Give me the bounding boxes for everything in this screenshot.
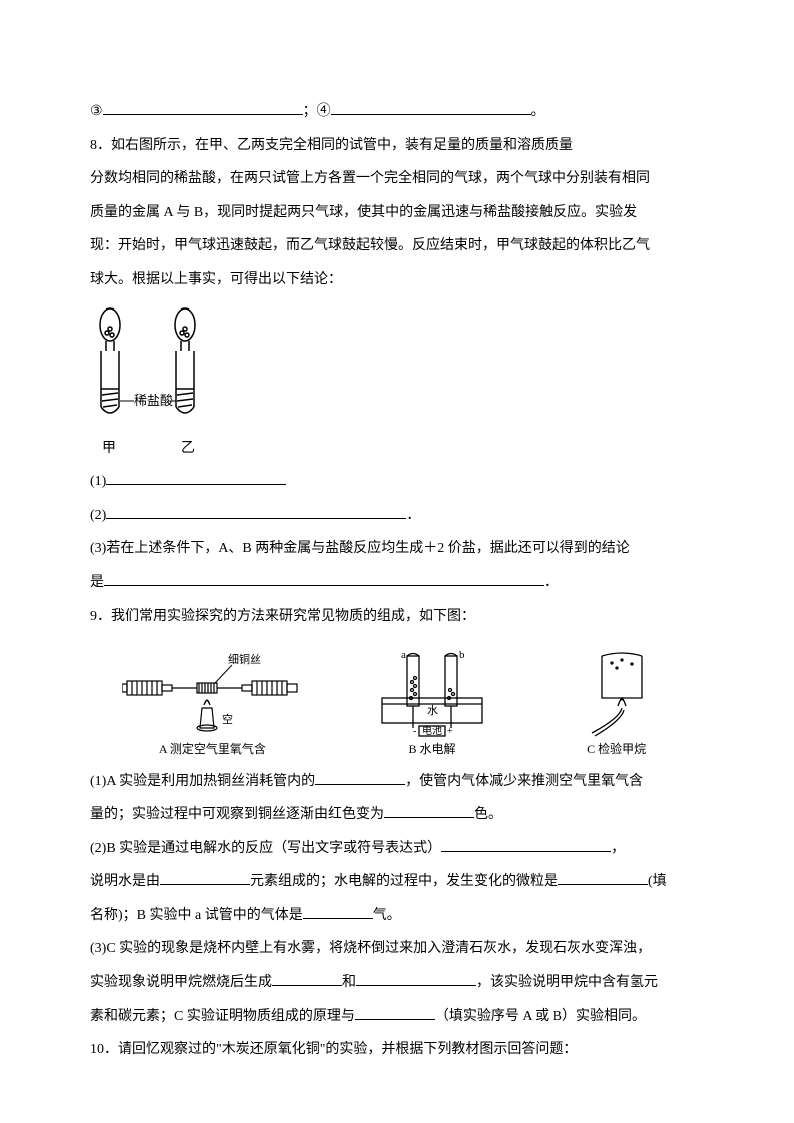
q8-a1: (1) (90, 465, 704, 499)
q9-p1-blank2 (384, 801, 474, 818)
svg-text:细铜丝: 细铜丝 (228, 653, 261, 666)
svg-text:a: a (401, 649, 406, 661)
q9-p3-blank2 (356, 969, 476, 986)
q9-p2-blank3 (558, 869, 648, 886)
figC: C 检验甲烷 (562, 648, 672, 756)
q9-p2b-text: ， (611, 841, 625, 856)
q9-p2a-text: (2)B 实验是通过电解水的反应（写出文字或符号表达式） (90, 841, 441, 856)
svg-text:b: b (459, 649, 465, 661)
label-yi: 乙 (181, 432, 195, 466)
q9-p2a: (2)B 实验是通过电解水的反应（写出文字或符号表达式） ， (90, 832, 704, 866)
q10-intro: 10．请回忆观察过的"木炭还原氧化铜"的实验，并根据下列教材图示回答问题： (90, 1033, 704, 1067)
q9-p3b: 实验现象说明甲烷燃烧后生成 和 ，该实验说明甲烷中含有氢元 (90, 966, 704, 1000)
q8-p4: 现：开始时，甲气球迅速鼓起，而乙气球鼓起较慢。反应结束时，甲气球鼓起的体积比乙气 (90, 229, 704, 263)
q9-p3d-text: ，该实验说明甲烷中含有氢元 (476, 975, 658, 990)
tube-labels: 甲 乙 (90, 432, 240, 466)
blank3-prefix: ③ (90, 104, 103, 119)
q8-a2-prefix: (2) (90, 508, 106, 523)
svg-text:-: - (413, 726, 416, 737)
q8-a1-prefix: (1) (90, 474, 106, 489)
q8-diagram: 稀盐酸 (90, 307, 704, 427)
blank4-suffix: 。 (531, 104, 545, 119)
figC-caption: C 检验甲烷 (587, 742, 646, 756)
blank-3 (103, 98, 303, 115)
q9-intro: 9．我们常用实验探究的方法来研究常见物质的组成，如下图： (90, 600, 704, 634)
q9-p2d-text: 元素组成的；水电解的过程中，发生变化的微粒是 (250, 874, 558, 889)
tube-diagram-svg: 稀盐酸 (90, 307, 240, 427)
q9-figures: 细铜丝 空 A 测定空气里氧气含 (90, 648, 704, 756)
q8-p5: 球大。根据以上事实，可得出以下结论： (90, 263, 704, 297)
label-jia: 甲 (102, 432, 116, 466)
q9-p2g-text: 气。 (373, 908, 401, 923)
blank4-prefix: ④ (317, 104, 331, 119)
q8-a3b-prefix: 是 (90, 575, 104, 590)
q9-p3e-text: 素和碳元素；C 实验证明物质组成的原理与 (90, 1009, 355, 1024)
q8-a2-blank (106, 502, 406, 519)
q8-a3b-suffix: ． (544, 575, 558, 590)
q9-p2-blank4 (303, 902, 373, 919)
blank-line-34: ③ ；④ 。 (90, 95, 704, 129)
q8-p1: 8．如右图所示，在甲、乙两支完全相同的试管中，装有足量的质量和溶质质量 (90, 129, 704, 163)
q9-p1c-text: 量的；实验过程中可观察到铜丝逐渐由红色变为 (90, 807, 384, 822)
svg-text:电池: 电池 (422, 724, 442, 737)
q8-a3b-blank (104, 569, 544, 586)
q9-p1a: (1)A 实验是利用加热铜丝消耗管内的 ，使管内气体减少来推测空气里氧气含 (90, 765, 704, 799)
blank3-sep: ； (303, 104, 317, 119)
svg-text:空: 空 (222, 712, 233, 726)
q9-p1c: 量的；实验过程中可观察到铜丝逐渐由红色变为 色。 (90, 798, 704, 832)
q9-p3a: (3)C 实验的现象是烧杯内壁上有水雾，将烧杯倒过来加入澄清石灰水，发现石灰水变… (90, 932, 704, 966)
figC-svg (562, 648, 672, 738)
figB-svg: a b 水 电池 - + (367, 648, 497, 738)
q9-p1d-text: 色。 (474, 807, 502, 822)
figA-svg: 细铜丝 空 (122, 653, 302, 738)
q9-p2f-text: 名称)；B 实验中 a 试管中的气体是 (90, 908, 303, 923)
svg-text:稀盐酸: 稀盐酸 (134, 393, 173, 408)
q8-a3b: 是． (90, 566, 704, 600)
q9-p2c-text: 说明水是由 (90, 874, 160, 889)
q9-p3-blank1 (272, 969, 342, 986)
q9-p3b-text: 实验现象说明甲烷燃烧后生成 (90, 975, 272, 990)
q8-a2: (2) ． (90, 499, 704, 533)
q8-p2: 分数均相同的稀盐酸，在两只试管上方各置一个完全相同的气球，两个气球中分别装有相同 (90, 162, 704, 196)
svg-text:水: 水 (427, 704, 438, 717)
figA: 细铜丝 空 A 测定空气里氧气含 (122, 653, 302, 756)
q8-a3: (3)若在上述条件下，A、B 两种金属与盐酸反应均生成＋2 价盐，据此还可以得到… (90, 532, 704, 566)
figB: a b 水 电池 - + B 水电解 (367, 648, 497, 756)
q9-p1-blank1 (315, 768, 405, 785)
q9-p2e-text: (填 (648, 874, 667, 889)
q9-p3f-text: （填实验序号 A 或 B）实验相同。 (435, 1009, 646, 1024)
figA-caption: A 测定空气里氧气含 (159, 742, 266, 756)
q9-p1a-text: (1)A 实验是利用加热铜丝消耗管内的 (90, 774, 315, 789)
q9-p3-blank3 (355, 1003, 435, 1020)
q9-p1b-text: ，使管内气体减少来推测空气里氧气含 (405, 774, 643, 789)
q9-p3c-text: 和 (342, 975, 356, 990)
svg-text:+: + (447, 726, 453, 737)
figB-caption: B 水电解 (408, 742, 455, 756)
q9-p2-blank1 (441, 835, 611, 852)
blank-4 (331, 98, 531, 115)
q9-p3e: 素和碳元素；C 实验证明物质组成的原理与 （填实验序号 A 或 B）实验相同。 (90, 1000, 704, 1034)
q9-p2-blank2 (160, 869, 250, 886)
q8-a2-suffix: ． (406, 508, 420, 523)
q8-a1-blank (106, 468, 286, 485)
q8-p3: 质量的金属 A 与 B，现同时提起两只气球，使其中的金属迅速与稀盐酸接触反应。实… (90, 196, 704, 230)
q9-p2c: 说明水是由 元素组成的；水电解的过程中，发生变化的微粒是 (填 (90, 865, 704, 899)
q9-p2f: 名称)；B 实验中 a 试管中的气体是 气。 (90, 899, 704, 933)
